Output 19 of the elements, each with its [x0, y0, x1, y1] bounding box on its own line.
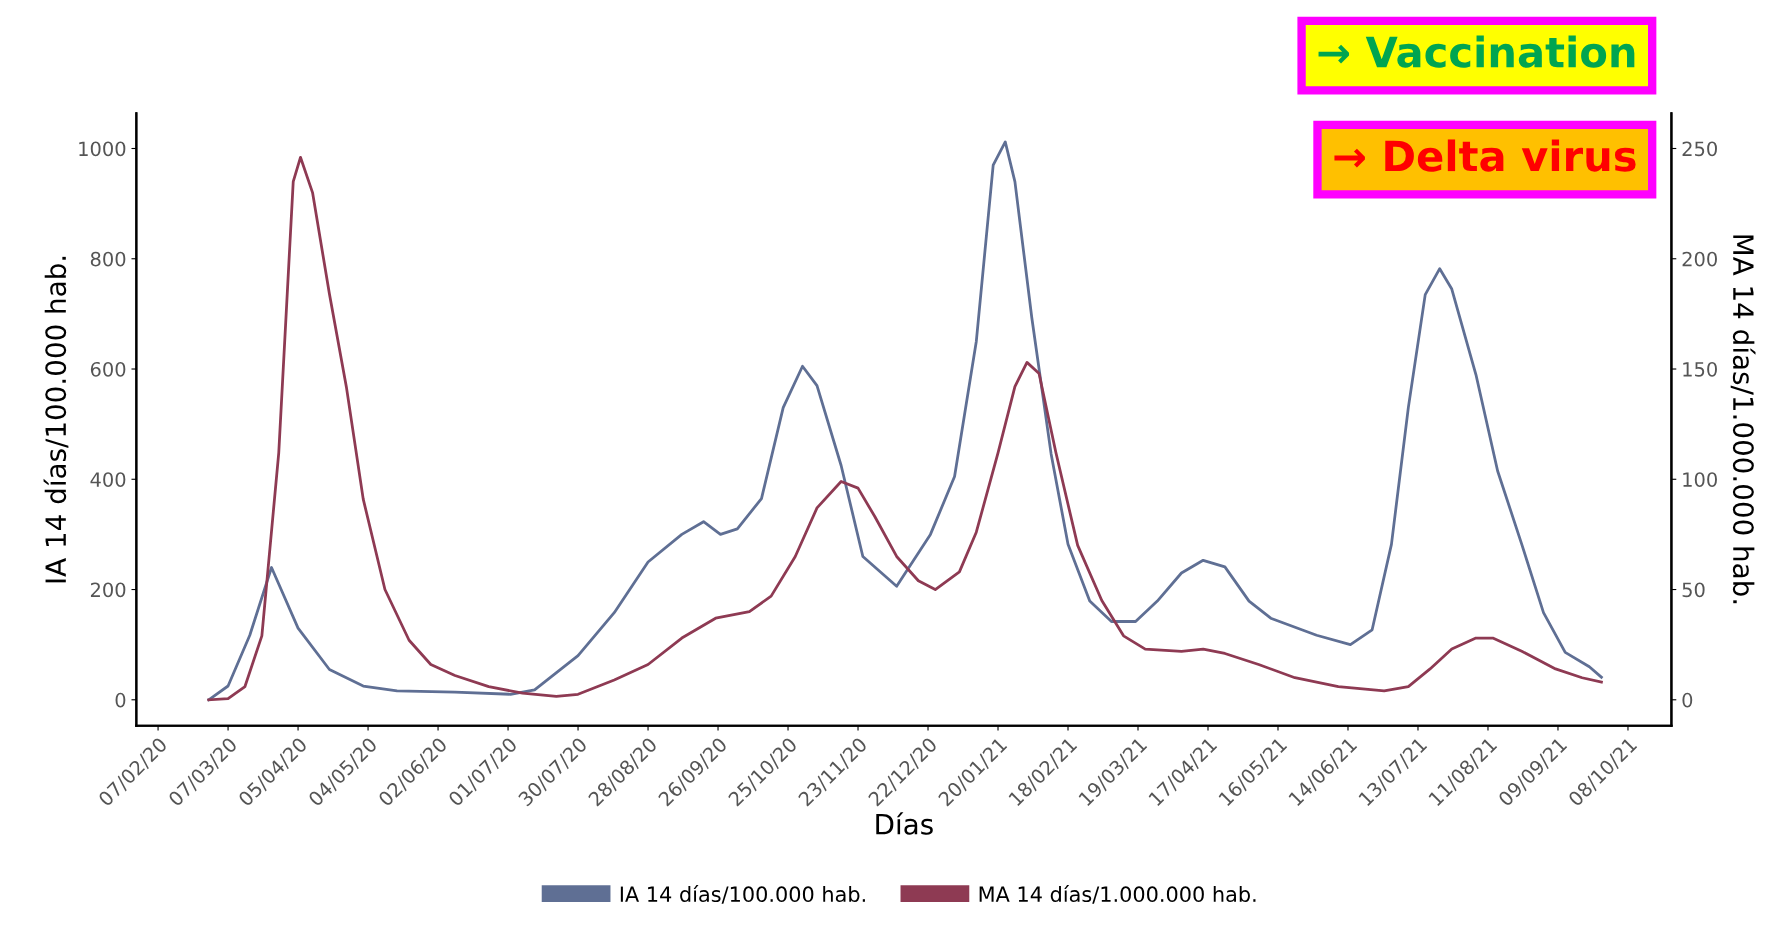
y2-axis-title: MA 14 días/1.000.000 hab.	[1730, 235, 1756, 604]
y2-tick-label: 250	[1682, 141, 1717, 157]
y-tick-label: 0	[115, 692, 126, 708]
y-tick-label: 600	[90, 361, 126, 377]
y2-tick-label: 150	[1683, 361, 1717, 377]
y2-tick-label: 200	[1682, 251, 1717, 267]
legend-label: IA 14 días/100.000 hab.	[620, 885, 865, 904]
annotation: → Delta virus	[1334, 139, 1636, 172]
x-axis-title: Días	[876, 812, 933, 835]
text: → Vaccination	[1318, 35, 1635, 68]
legend-label: MA 14 días/1.000.000 hab.	[979, 885, 1256, 904]
y-axis-title: IA 14 días/100.000 hab.	[43, 256, 69, 583]
y2-tick-label: 100	[1683, 472, 1717, 487]
y2-tick-label: 50	[1682, 582, 1705, 598]
y2-tick-label: 0	[1682, 692, 1693, 708]
y-tick-label: 200	[90, 582, 126, 598]
y-tick-label: 400	[90, 472, 126, 487]
y-tick-label: 1000	[79, 141, 126, 157]
y-tick-label: 800	[90, 251, 126, 267]
